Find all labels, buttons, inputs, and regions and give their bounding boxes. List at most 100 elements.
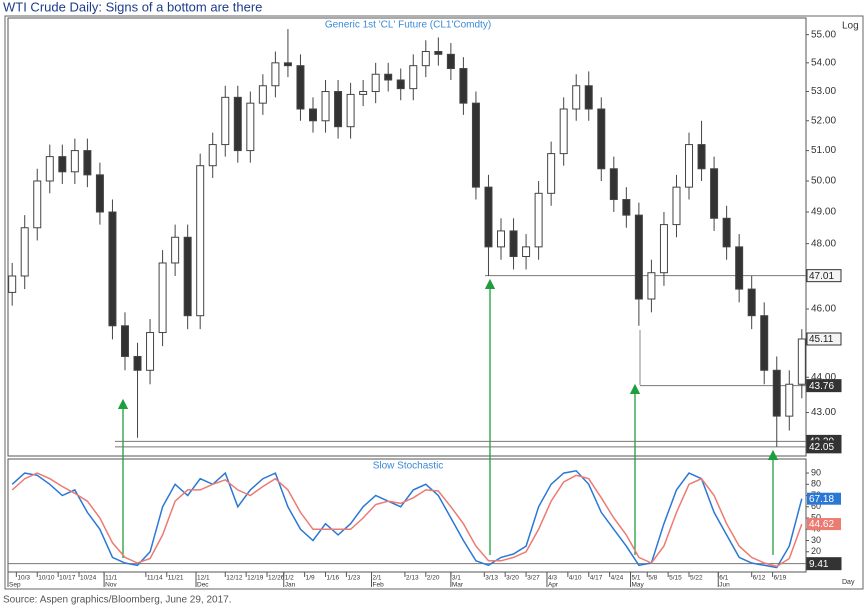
candle-body [221,96,230,146]
x-tick-label: 5/15 [669,575,682,582]
month-label: Mar [452,582,464,589]
candle-body [208,144,217,167]
x-tick-label: 12/19 [247,575,264,582]
candle-body [158,262,167,334]
y-tick-label: 49.00 [811,207,836,218]
level-label: 42.05 [809,442,834,453]
x-tick-label: 2/1 [372,575,381,582]
x-tick-label: 3/13 [485,575,498,582]
x-tick-label: 12/1 [197,575,210,582]
candle-body [409,65,418,90]
y-tick-label: 51.00 [811,145,836,156]
x-tick-label: 10/3 [17,575,30,582]
arrows [117,278,779,558]
month-label: Sep [9,582,21,589]
y-tick-label: 30 [811,535,821,545]
candle-body [321,91,330,122]
y-tick-label: 43.00 [811,407,836,418]
price-title: Generic 1st 'CL' Future (CL1'Comdty) [325,20,491,31]
y-tick-label: 90 [811,467,821,477]
candle-body [120,325,129,357]
candle-body [622,199,631,216]
x-tick-label: 3/20 [506,575,519,582]
x-axis-label: Day [842,579,855,586]
y-tick-label: 53.00 [811,86,836,97]
x-tick-label: 4/24 [611,575,624,582]
candle-body [58,156,67,173]
candle-body [760,315,769,371]
x-tick-label: 5/8 [648,575,657,582]
candle-body [785,383,794,417]
candle-body [434,50,443,55]
candle-body [584,85,593,110]
x-tick-label: 11/1 [105,575,118,582]
candle-body [421,50,430,67]
month-label: Nov [105,582,117,589]
candle-body [722,217,731,248]
y-tick-label: 46.00 [811,304,836,315]
candle-body [534,192,543,248]
candle-body [509,230,518,258]
last-value-label: 67.18 [809,494,834,505]
scale-label: Log [842,21,859,32]
candle-body [171,236,180,264]
candle-body [196,165,205,317]
frame [4,15,864,590]
y-tick-label: 55.00 [811,29,836,40]
candle-body [334,91,343,128]
x-tick-label: 3/1 [452,575,461,582]
level-box [806,440,842,454]
candle-body [359,91,368,95]
candle-body [83,150,92,176]
candle-body [346,93,355,128]
x-tick-label: 6/12 [753,575,766,582]
candle-body [747,288,756,317]
candle-body [271,62,280,87]
x-tick-label: 1/23 [347,575,360,582]
level-label: 45.11 [809,334,834,345]
y-tick-label: 52.00 [811,115,836,126]
candle-body [33,180,42,229]
level-box [806,269,842,283]
x-tick-label: 1/16 [327,575,340,582]
month-label: Feb [372,582,384,589]
last-value-label: 44.62 [809,519,834,530]
candle-body [146,332,155,371]
x-tick-label: 12/12 [226,575,243,582]
candle-body [8,275,17,293]
candle-body [459,68,468,104]
candle-body [246,102,255,152]
month-label: Apr [548,582,559,589]
x-tick-label: 6/1 [719,575,728,582]
level-label: 43.76 [809,381,834,392]
level-box [806,332,842,346]
candle-body [597,108,606,170]
candle-body [283,62,292,67]
candle-body [471,102,480,188]
x-tick-label: 5/22 [690,575,703,582]
month-label: May [632,582,645,589]
candle-body [20,227,29,277]
candle-body [522,246,531,258]
candle-body [547,153,556,194]
candle-body [183,236,192,317]
candle-body [371,73,380,93]
candle-body [258,85,267,104]
candle-body [70,150,79,173]
candle-body [95,174,104,213]
x-tick-label: 12/26 [268,575,285,582]
x-tick-label: 4/17 [590,575,603,582]
y-tick-label: 44.00 [811,372,836,383]
candle-body [233,96,242,152]
level-box [806,557,842,571]
source: Source: Aspen graphics/Bloomberg, June 2… [3,595,231,606]
candle-body [133,355,142,371]
candle-body [308,108,317,122]
level-label: 9.41 [809,559,829,570]
x-tick-label: 2/13 [406,575,419,582]
candle-body [659,224,668,274]
x-tick-label: 1/9 [306,575,315,582]
stoch-line [11,469,803,569]
